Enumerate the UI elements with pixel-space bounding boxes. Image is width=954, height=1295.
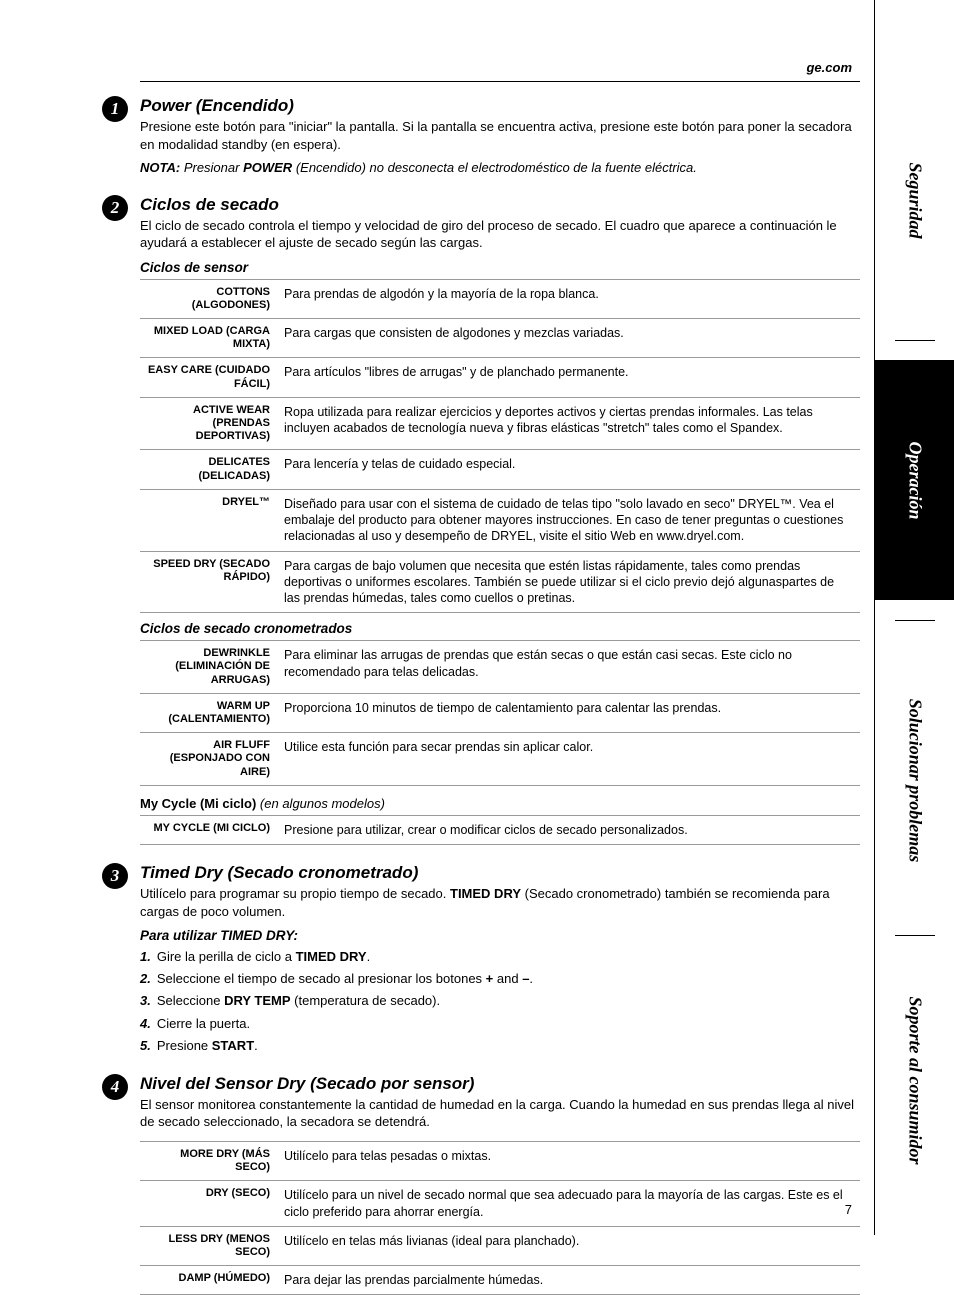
note-bold: POWER bbox=[243, 160, 292, 175]
cycle-desc: Para artículos "libres de arrugas" y de … bbox=[280, 358, 860, 397]
badge-1: 1 bbox=[102, 96, 128, 122]
cycle-desc: Presione para utilizar, crear o modifica… bbox=[280, 815, 860, 844]
cycle-desc: Utilícelo en telas más livianas (ideal p… bbox=[280, 1226, 860, 1265]
cycle-desc: Proporciona 10 minutos de tiempo de cale… bbox=[280, 693, 860, 732]
steps-list: 1.Gire la perilla de ciclo a TIMED DRY.2… bbox=[140, 947, 860, 1056]
table-row: EASY CARE (CUIDADO FÁCIL)Para artículos … bbox=[140, 358, 860, 397]
cycle-label: DAMP (HÚMEDO) bbox=[140, 1266, 280, 1295]
tab-divider bbox=[895, 935, 935, 936]
mycycle-em: (en algunos modelos) bbox=[256, 796, 385, 811]
tab-soporte: Soporte al consumidor bbox=[875, 950, 954, 1210]
table-timed-cycles: DEWRINKLE (ELIMINACIÓN DE ARRUGAS)Para e… bbox=[140, 640, 860, 786]
subhead-timed: Ciclos de secado cronometrados bbox=[140, 621, 860, 636]
side-tabs: Seguridad Operación Solucionar problemas… bbox=[874, 0, 954, 1235]
body-cycles: El ciclo de secado controla el tiempo y … bbox=[140, 217, 860, 252]
note-pre: Presionar bbox=[180, 160, 243, 175]
title-cycles: Ciclos de secado bbox=[140, 195, 860, 215]
tab-operacion: Operación bbox=[875, 360, 954, 600]
body-sensor: El sensor monitorea constantemente la ca… bbox=[140, 1096, 860, 1131]
note-post: (Encendido) no desconecta el electrodomé… bbox=[292, 160, 697, 175]
cycle-desc: Para dejar las prendas parcialmente húme… bbox=[280, 1266, 860, 1295]
tab-solucionar: Solucionar problemas bbox=[875, 640, 954, 920]
page-number: 7 bbox=[845, 1202, 852, 1217]
cycle-label: DRY (SECO) bbox=[140, 1181, 280, 1227]
tab-divider bbox=[895, 620, 935, 621]
cycle-desc: Para lencería y telas de cuidado especia… bbox=[280, 450, 860, 489]
title-sensor: Nivel del Sensor Dry (Secado por sensor) bbox=[140, 1074, 860, 1094]
table-sensor-levels: MORE DRY (MÁS SECO)Utilícelo para telas … bbox=[140, 1141, 860, 1295]
tab-divider bbox=[895, 340, 935, 341]
cycle-desc: Utilice esta función para secar prendas … bbox=[280, 733, 860, 786]
tab-seguridad-label: Seguridad bbox=[905, 162, 926, 238]
cycle-label: EASY CARE (CUIDADO FÁCIL) bbox=[140, 358, 280, 397]
table-row: DRY (SECO)Utilícelo para un nivel de sec… bbox=[140, 1181, 860, 1227]
tab-solucionar-label: Solucionar problemas bbox=[905, 698, 926, 862]
cycle-desc: Utilícelo para telas pesadas o mixtas. bbox=[280, 1141, 860, 1180]
cycle-label: COTTONS (ALGODONES) bbox=[140, 279, 280, 318]
tab-operacion-label: Operación bbox=[905, 441, 926, 519]
table-row: DAMP (HÚMEDO)Para dejar las prendas parc… bbox=[140, 1266, 860, 1295]
table-row: ACTIVE WEAR (PRENDAS DEPORTIVAS)Ropa uti… bbox=[140, 397, 860, 450]
timed-pre: Utilícelo para programar su propio tiemp… bbox=[140, 886, 450, 901]
step-item: 2.Seleccione el tiempo de secado al pres… bbox=[140, 969, 860, 989]
section-timed-dry: 3 Timed Dry (Secado cronometrado) Utilíc… bbox=[140, 863, 860, 1056]
cycle-label: ACTIVE WEAR (PRENDAS DEPORTIVAS) bbox=[140, 397, 280, 450]
cycle-label: MY CYCLE (MI CICLO) bbox=[140, 815, 280, 844]
table-row: WARM UP (CALENTAMIENTO)Proporciona 10 mi… bbox=[140, 693, 860, 732]
note-label: NOTA: bbox=[140, 160, 180, 175]
badge-3: 3 bbox=[102, 863, 128, 889]
cycle-label: WARM UP (CALENTAMIENTO) bbox=[140, 693, 280, 732]
cycle-desc: Ropa utilizada para realizar ejercicios … bbox=[280, 397, 860, 450]
section-power: 1 Power (Encendido) Presione este botón … bbox=[140, 96, 860, 177]
cycle-desc: Para cargas de bajo volumen que necesita… bbox=[280, 551, 860, 613]
table-row: COTTONS (ALGODONES)Para prendas de algod… bbox=[140, 279, 860, 318]
note-power: NOTA: Presionar POWER (Encendido) no des… bbox=[140, 159, 860, 177]
tab-seguridad: Seguridad bbox=[875, 80, 954, 320]
cycle-desc: Para cargas que consisten de algodones y… bbox=[280, 319, 860, 358]
cycle-desc: Para prendas de algodón y la mayoría de … bbox=[280, 279, 860, 318]
mycycle-bold: My Cycle (Mi ciclo) bbox=[140, 796, 256, 811]
table-mycycle: MY CYCLE (MI CICLO)Presione para utiliza… bbox=[140, 815, 860, 845]
subhead-use-timed: Para utilizar TIMED DRY: bbox=[140, 928, 860, 943]
step-item: 3.Seleccione DRY TEMP (temperatura de se… bbox=[140, 991, 860, 1011]
timed-bold: TIMED DRY bbox=[450, 886, 521, 901]
cycle-label: DEWRINKLE (ELIMINACIÓN DE ARRUGAS) bbox=[140, 641, 280, 694]
page-content: ge.com 1 Power (Encendido) Presione este… bbox=[0, 0, 860, 1235]
step-item: 4.Cierre la puerta. bbox=[140, 1014, 860, 1034]
cycle-desc: Para eliminar las arrugas de prendas que… bbox=[280, 641, 860, 694]
section-cycles: 2 Ciclos de secado El ciclo de secado co… bbox=[140, 195, 860, 845]
cycle-label: DELICATES (DELICADAS) bbox=[140, 450, 280, 489]
mycycle-heading: My Cycle (Mi ciclo) (en algunos modelos) bbox=[140, 796, 860, 811]
table-sensor-cycles: COTTONS (ALGODONES)Para prendas de algod… bbox=[140, 279, 860, 614]
body-timed: Utilícelo para programar su propio tiemp… bbox=[140, 885, 860, 920]
cycle-label: SPEED DRY (SECADO RÁPIDO) bbox=[140, 551, 280, 613]
cycle-desc: Diseñado para usar con el sistema de cui… bbox=[280, 489, 860, 551]
section-sensor-dry: 4 Nivel del Sensor Dry (Secado por senso… bbox=[140, 1074, 860, 1295]
title-timed: Timed Dry (Secado cronometrado) bbox=[140, 863, 860, 883]
header-link: ge.com bbox=[140, 60, 860, 82]
table-row: DELICATES (DELICADAS)Para lencería y tel… bbox=[140, 450, 860, 489]
badge-2: 2 bbox=[102, 195, 128, 221]
cycle-label: AIR FLUFF (ESPONJADO CON AIRE) bbox=[140, 733, 280, 786]
cycle-desc: Utilícelo para un nivel de secado normal… bbox=[280, 1181, 860, 1227]
table-row: DEWRINKLE (ELIMINACIÓN DE ARRUGAS)Para e… bbox=[140, 641, 860, 694]
step-item: 5.Presione START. bbox=[140, 1036, 860, 1056]
table-row: AIR FLUFF (ESPONJADO CON AIRE)Utilice es… bbox=[140, 733, 860, 786]
cycle-label: LESS DRY (MENOS SECO) bbox=[140, 1226, 280, 1265]
cycle-label: DRYEL™ bbox=[140, 489, 280, 551]
cycle-label: MIXED LOAD (CARGA MIXTA) bbox=[140, 319, 280, 358]
badge-4: 4 bbox=[102, 1074, 128, 1100]
tab-soporte-label: Soporte al consumidor bbox=[905, 996, 926, 1164]
cycle-label: MORE DRY (MÁS SECO) bbox=[140, 1141, 280, 1180]
title-power: Power (Encendido) bbox=[140, 96, 860, 116]
table-row: DRYEL™Diseñado para usar con el sistema … bbox=[140, 489, 860, 551]
table-row: LESS DRY (MENOS SECO)Utilícelo en telas … bbox=[140, 1226, 860, 1265]
body-power: Presione este botón para "iniciar" la pa… bbox=[140, 118, 860, 153]
table-row: MY CYCLE (MI CICLO)Presione para utiliza… bbox=[140, 815, 860, 844]
table-row: SPEED DRY (SECADO RÁPIDO)Para cargas de … bbox=[140, 551, 860, 613]
table-row: MIXED LOAD (CARGA MIXTA)Para cargas que … bbox=[140, 319, 860, 358]
table-row: MORE DRY (MÁS SECO)Utilícelo para telas … bbox=[140, 1141, 860, 1180]
subhead-sensor: Ciclos de sensor bbox=[140, 260, 860, 275]
step-item: 1.Gire la perilla de ciclo a TIMED DRY. bbox=[140, 947, 860, 967]
